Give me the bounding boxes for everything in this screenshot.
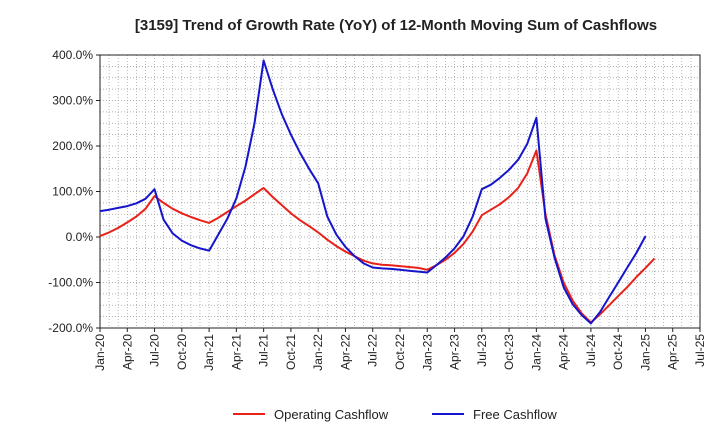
x-tick-label: Oct-24 (611, 334, 625, 370)
y-axis: 400.0% 300.0% 200.0% 100.0% 0.0% -100.0% -200.… (48, 48, 100, 335)
x-tick-label: Apr-22 (338, 334, 352, 370)
x-tick-label: Apr-24 (557, 334, 571, 370)
x-tick-label: Apr-25 (666, 334, 680, 370)
y-tick-label: 300.0% (52, 94, 93, 108)
series-layer (99, 59, 656, 325)
y-tick-label: -200.0% (48, 321, 93, 335)
x-tick-label: Jul-25 (693, 334, 707, 367)
y-tick-label: 0.0% (66, 230, 94, 244)
series-line-operating-cashflow (99, 149, 656, 324)
x-tick-label: Jan-21 (202, 334, 216, 371)
x-axis: Jan-20 Apr-20 Jul-20 Oct-20 Jan-21 Apr-21 Jul-… (93, 328, 707, 371)
x-tick-label: Oct-20 (175, 334, 189, 370)
x-tick-label: Jul-21 (257, 334, 271, 367)
x-tick-label: Jan-20 (93, 334, 107, 371)
x-tick-label: Oct-21 (284, 334, 298, 370)
y-tick-label: 400.0% (52, 48, 93, 62)
x-tick-label: Jan-25 (638, 334, 652, 371)
x-tick-label: Jul-24 (584, 334, 598, 367)
x-tick-label: Apr-21 (229, 334, 243, 370)
x-tick-label: Apr-23 (448, 334, 462, 370)
x-tick-label: Jul-20 (148, 334, 162, 367)
legend-label-operating-cashflow: Operating Cashflow (274, 407, 389, 422)
legend: Operating Cashflow Free Cashflow (233, 407, 557, 422)
grid-layer (100, 55, 700, 328)
x-tick-label: Jan-22 (311, 334, 325, 371)
x-tick-label: Oct-23 (502, 334, 516, 370)
series-line-free-cashflow (99, 59, 647, 325)
chart-title: [3159] Trend of Growth Rate (YoY) of 12-… (135, 17, 657, 34)
y-tick-label: 100.0% (52, 185, 93, 199)
x-tick-label: Jul-22 (366, 334, 380, 367)
x-tick-label: Apr-20 (120, 334, 134, 370)
y-tick-label: -100.0% (48, 276, 93, 290)
y-tick-label: 200.0% (52, 139, 93, 153)
legend-label-free-cashflow: Free Cashflow (473, 407, 557, 422)
x-tick-label: Jan-23 (420, 334, 434, 371)
x-tick-label: Jul-23 (475, 334, 489, 367)
x-tick-label: Oct-22 (393, 334, 407, 370)
x-tick-label: Jan-24 (529, 334, 543, 371)
